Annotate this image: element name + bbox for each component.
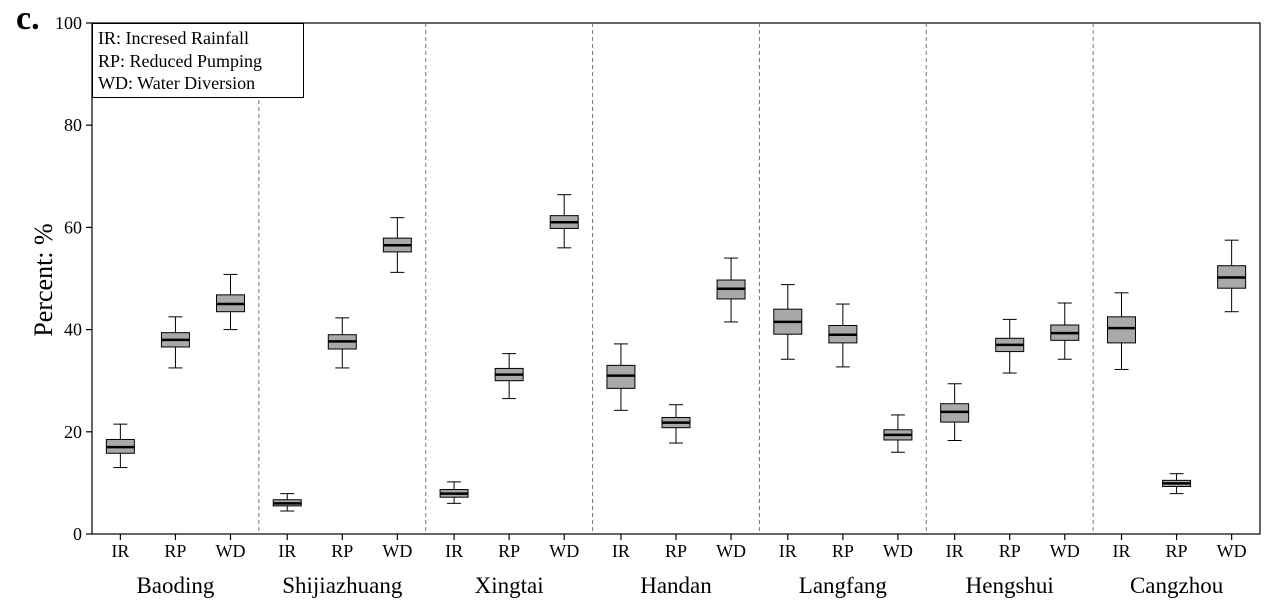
box-cangzhou-rp	[1162, 473, 1192, 495]
group-label-handan: Handan	[640, 573, 712, 598]
x-tick-label: IR	[612, 541, 630, 561]
x-tick-label: RP	[331, 541, 353, 561]
x-tick-label: WD	[1050, 541, 1080, 561]
box-handan-ir	[606, 343, 636, 411]
box-cangzhou-wd	[1217, 239, 1247, 313]
x-tick-label: RP	[665, 541, 687, 561]
legend: IR: Incresed Rainfall RP: Reduced Pumpin…	[92, 23, 304, 98]
group-label-shijiazhuang: Shijiazhuang	[282, 573, 403, 598]
x-tick-label: WD	[215, 541, 245, 561]
box-shijiazhuang-rp	[327, 317, 357, 369]
box-baoding-rp	[160, 316, 190, 369]
box-hengshui-rp	[995, 318, 1025, 374]
y-tick-label: 20	[64, 422, 82, 442]
box-shijiazhuang-wd	[382, 217, 412, 273]
x-tick-label: RP	[1166, 541, 1188, 561]
x-tick-label: IR	[1113, 541, 1131, 561]
box-baoding-ir	[105, 423, 135, 469]
group-label-baoding: Baoding	[136, 573, 214, 598]
x-tick-label: WD	[883, 541, 913, 561]
y-tick-label: 100	[55, 13, 82, 33]
iqr-box	[606, 364, 636, 389]
x-tick-label: WD	[549, 541, 579, 561]
x-tick-label: IR	[445, 541, 463, 561]
group-label-hengshui: Hengshui	[966, 573, 1054, 598]
box-handan-wd	[716, 257, 746, 323]
legend-entry-rp: RP: Reduced Pumping	[98, 50, 263, 71]
group-label-xingtai: Xingtai	[475, 573, 544, 598]
box-xingtai-wd	[549, 194, 579, 249]
x-tick-label: IR	[946, 541, 964, 561]
box-hengshui-ir	[940, 383, 970, 441]
x-tick-label: RP	[498, 541, 520, 561]
group-labels: Baoding Shijiazhuang Xingtai Handan Langfang…	[136, 573, 1223, 598]
box-langfang-rp	[828, 303, 858, 368]
x-ticks: IR RP WD IR RP WD IR RP WD IR RP WD IR RP WD IR RP WD IR RP…	[111, 534, 1247, 561]
y-axis-label: Percent: %	[29, 223, 58, 337]
x-tick-label: IR	[111, 541, 129, 561]
x-tick-label: RP	[164, 541, 186, 561]
y-tick-label: 0	[73, 524, 82, 544]
y-tick-label: 80	[64, 115, 82, 135]
x-tick-label: WD	[1217, 541, 1247, 561]
iqr-box	[1107, 316, 1137, 344]
y-tick-label: 60	[64, 217, 82, 237]
box-shijiazhuang-ir	[272, 493, 302, 512]
plot-frame	[91, 22, 1261, 535]
box-hengshui-wd	[1050, 302, 1080, 360]
x-tick-label: WD	[382, 541, 412, 561]
legend-entry-ir: IR: Incresed Rainfall	[98, 28, 249, 48]
boxes	[105, 194, 1247, 512]
x-tick-label: WD	[716, 541, 746, 561]
x-tick-label: IR	[779, 541, 797, 561]
legend-entry-wd: WD: Water Diversion	[98, 73, 256, 93]
box-baoding-wd	[215, 273, 245, 331]
box-langfang-wd	[883, 414, 913, 453]
box-langfang-ir	[773, 284, 803, 360]
x-tick-label: RP	[999, 541, 1021, 561]
box-cangzhou-ir	[1107, 292, 1137, 370]
group-label-langfang: Langfang	[799, 573, 888, 598]
box-xingtai-rp	[494, 353, 524, 400]
group-label-cangzhou: Cangzhou	[1130, 573, 1224, 598]
box-handan-rp	[661, 404, 691, 444]
y-tick-label: 40	[64, 320, 82, 340]
box-xingtai-ir	[439, 481, 469, 504]
panel-label: c.	[16, 0, 40, 37]
y-ticks: 0 20 40 60 80 100	[55, 13, 92, 544]
x-tick-label: IR	[278, 541, 296, 561]
x-tick-label: RP	[832, 541, 854, 561]
axes	[91, 22, 1261, 535]
group-separators	[258, 23, 1094, 534]
